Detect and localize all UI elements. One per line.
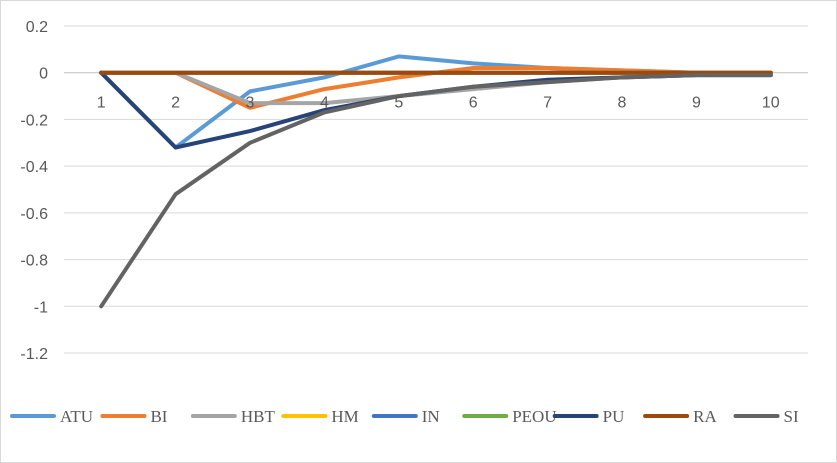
legend-item-hbt: HBT xyxy=(190,407,276,426)
x-tick-label: 2 xyxy=(171,95,180,112)
x-tick-label: 4 xyxy=(320,95,329,112)
x-axis-tick-labels: 1 2 3 4 5 6 7 8 9 10 xyxy=(97,95,780,112)
x-tick-label: 10 xyxy=(762,95,780,112)
legend-label: PU xyxy=(603,407,625,426)
y-tick-label: -0.6 xyxy=(20,206,48,223)
x-tick-label: 7 xyxy=(543,95,552,112)
y-tick-label: -1 xyxy=(34,299,48,316)
x-tick-label: 5 xyxy=(394,95,403,112)
legend-item-ra: RA xyxy=(643,407,717,426)
y-tick-label: -0.2 xyxy=(20,112,48,129)
series-lines xyxy=(99,54,773,309)
legend-item-peou: PEOU xyxy=(462,407,557,426)
y-tick-label: 0 xyxy=(39,66,48,83)
x-tick-label: 6 xyxy=(469,95,478,112)
x-tick-label: 1 xyxy=(97,95,106,112)
y-tick-label: -0.8 xyxy=(20,253,48,270)
legend-item-pu: PU xyxy=(552,407,625,426)
legend-item-bi: BI xyxy=(100,407,168,426)
legend-item-si: SI xyxy=(733,407,799,426)
x-tick-label: 3 xyxy=(246,95,255,112)
legend-label: RA xyxy=(693,407,717,426)
legend-label: SI xyxy=(784,407,799,426)
y-tick-label: -0.4 xyxy=(20,159,48,176)
legend-label: HBT xyxy=(241,407,276,426)
x-tick-label: 8 xyxy=(618,95,627,112)
legend-item-hm: HM xyxy=(281,407,359,426)
legend-item-atu: ATU xyxy=(10,407,93,426)
y-axis-tick-labels: 0.2 0 -0.2 -0.4 -0.6 -0.8 -1 -1.2 xyxy=(20,19,48,363)
legend-item-in: IN xyxy=(371,407,440,426)
legend: ATU BI HBT HM IN PEOU PU RA SI xyxy=(10,407,799,426)
legend-label: IN xyxy=(422,407,440,426)
legend-label: BI xyxy=(150,407,167,426)
y-tick-label: 0.2 xyxy=(26,19,48,36)
x-tick-label: 9 xyxy=(692,95,701,112)
y-tick-label: -1.2 xyxy=(20,346,48,363)
legend-label: HM xyxy=(331,407,358,426)
legend-label: ATU xyxy=(60,407,93,426)
legend-label: PEOU xyxy=(512,407,556,426)
series-line-si xyxy=(99,73,773,309)
